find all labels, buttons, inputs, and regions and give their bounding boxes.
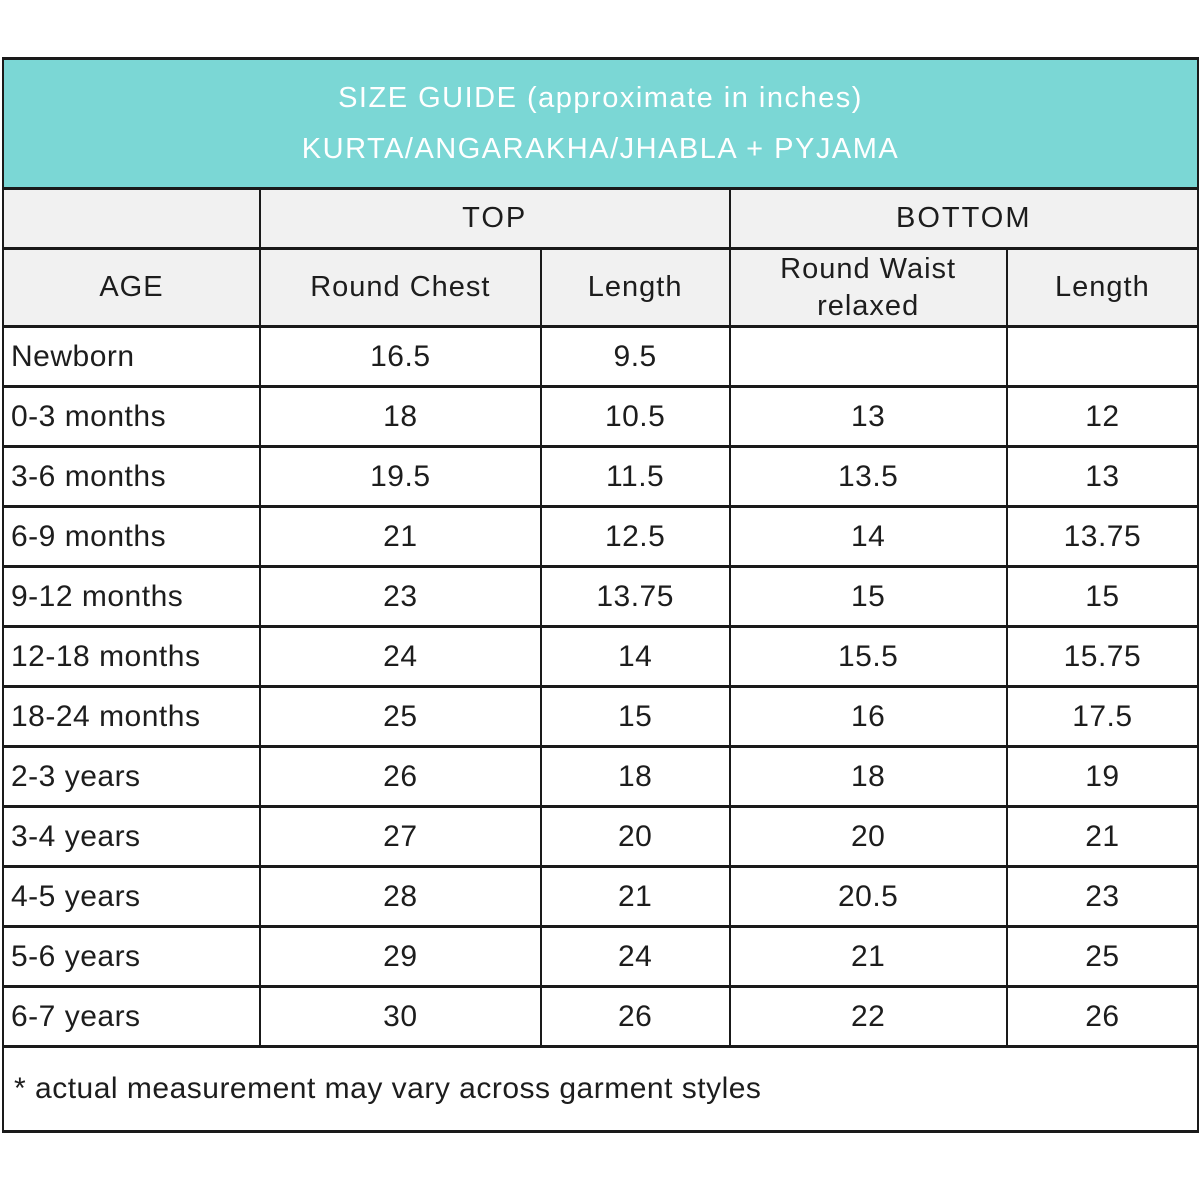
- value-cell: [1005, 325, 1200, 388]
- value-cell: 16.5: [258, 325, 542, 388]
- value-cell: 25: [1005, 925, 1200, 988]
- value-cell: 13: [1005, 445, 1200, 508]
- title-line-2: KURTA/ANGARAKHA/JHABLA + PYJAMA: [301, 132, 900, 165]
- value-cell: 18: [539, 745, 731, 808]
- age-cell: 5-6 years: [2, 925, 261, 988]
- value-cell: 18: [258, 385, 542, 448]
- title-line-1: SIZE GUIDE (approximate in inches): [338, 81, 863, 114]
- table-body: Newborn 16.5 9.5 0-3 months 18 10.5 13 12 3-6 mo…: [2, 325, 1200, 1048]
- age-cell: 18-24 months: [2, 685, 261, 748]
- value-cell: 26: [1005, 985, 1200, 1048]
- value-cell: 12: [1005, 385, 1200, 448]
- value-cell: 13: [728, 385, 1008, 448]
- value-cell: 13.75: [539, 565, 731, 628]
- value-cell: 21: [258, 505, 542, 568]
- value-cell: 20.5: [728, 865, 1008, 928]
- table-row: Newborn 16.5 9.5: [2, 325, 1200, 388]
- value-cell: 13.75: [1005, 505, 1200, 568]
- value-cell: 15: [1005, 565, 1200, 628]
- value-cell: 24: [539, 925, 731, 988]
- table-title: SIZE GUIDE (approximate in inches) KURTA…: [2, 57, 1199, 190]
- age-cell: 4-5 years: [2, 865, 261, 928]
- age-cell: Newborn: [2, 325, 261, 388]
- value-cell: 26: [539, 985, 731, 1048]
- table-row: 3-6 months 19.5 11.5 13.5 13: [2, 445, 1200, 508]
- value-cell: 23: [1005, 865, 1200, 928]
- value-cell: 25: [258, 685, 542, 748]
- age-cell: 2-3 years: [2, 745, 261, 808]
- value-cell: 11.5: [539, 445, 731, 508]
- footnote-row: * actual measurement may vary across gar…: [2, 1045, 1199, 1133]
- table-row: 18-24 months 25 15 16 17.5: [2, 685, 1200, 748]
- table-footer: * actual measurement may vary across gar…: [2, 1045, 1199, 1133]
- column-header-row: AGE Round Chest Length Round Waist relax…: [2, 247, 1200, 328]
- table-row: 2-3 years 26 18 18 19: [2, 745, 1200, 808]
- group-header-row: TOP BOTTOM: [2, 187, 1200, 250]
- title-row: SIZE GUIDE (approximate in inches) KURTA…: [2, 57, 1199, 190]
- age-cell: 3-6 months: [2, 445, 261, 508]
- age-cell: 9-12 months: [2, 565, 261, 628]
- column-header-round-waist: Round Waist relaxed: [728, 247, 1008, 328]
- value-cell: 18: [728, 745, 1008, 808]
- group-header-empty: [2, 187, 261, 250]
- size-guide-table: SIZE GUIDE (approximate in inches) KURTA…: [2, 57, 1200, 1133]
- value-cell: 19.5: [258, 445, 542, 508]
- value-cell: 24: [258, 625, 542, 688]
- table-header: SIZE GUIDE (approximate in inches) KURTA…: [2, 57, 1200, 328]
- value-cell: [728, 325, 1008, 388]
- value-cell: 9.5: [539, 325, 731, 388]
- value-cell: 15.75: [1005, 625, 1200, 688]
- value-cell: 21: [1005, 805, 1200, 868]
- column-header-round-chest: Round Chest: [258, 247, 542, 328]
- table-row: 3-4 years 27 20 20 21: [2, 805, 1200, 868]
- value-cell: 12.5: [539, 505, 731, 568]
- table-row: 4-5 years 28 21 20.5 23: [2, 865, 1200, 928]
- value-cell: 22: [728, 985, 1008, 1048]
- table-row: 9-12 months 23 13.75 15 15: [2, 565, 1200, 628]
- value-cell: 26: [258, 745, 542, 808]
- column-header-top-length: Length: [539, 247, 731, 328]
- value-cell: 13.5: [728, 445, 1008, 508]
- age-cell: 0-3 months: [2, 385, 261, 448]
- value-cell: 28: [258, 865, 542, 928]
- age-cell: 3-4 years: [2, 805, 261, 868]
- table-row: 6-9 months 21 12.5 14 13.75: [2, 505, 1200, 568]
- table-row: 12-18 months 24 14 15.5 15.75: [2, 625, 1200, 688]
- value-cell: 15.5: [728, 625, 1008, 688]
- value-cell: 14: [728, 505, 1008, 568]
- value-cell: 29: [258, 925, 542, 988]
- value-cell: 30: [258, 985, 542, 1048]
- group-header-top: TOP: [258, 187, 731, 250]
- age-cell: 6-9 months: [2, 505, 261, 568]
- value-cell: 16: [728, 685, 1008, 748]
- value-cell: 23: [258, 565, 542, 628]
- value-cell: 14: [539, 625, 731, 688]
- age-cell: 12-18 months: [2, 625, 261, 688]
- table-row: 6-7 years 30 26 22 26: [2, 985, 1200, 1048]
- value-cell: 20: [539, 805, 731, 868]
- column-header-bottom-length: Length: [1005, 247, 1200, 328]
- value-cell: 15: [728, 565, 1008, 628]
- table-row: 5-6 years 29 24 21 25: [2, 925, 1200, 988]
- value-cell: 15: [539, 685, 731, 748]
- value-cell: 19: [1005, 745, 1200, 808]
- age-cell: 6-7 years: [2, 985, 261, 1048]
- value-cell: 17.5: [1005, 685, 1200, 748]
- column-header-age: AGE: [2, 247, 261, 328]
- footnote: * actual measurement may vary across gar…: [2, 1045, 1199, 1133]
- value-cell: 21: [539, 865, 731, 928]
- group-header-bottom: BOTTOM: [728, 187, 1200, 250]
- value-cell: 10.5: [539, 385, 731, 448]
- value-cell: 20: [728, 805, 1008, 868]
- table-row: 0-3 months 18 10.5 13 12: [2, 385, 1200, 448]
- value-cell: 21: [728, 925, 1008, 988]
- value-cell: 27: [258, 805, 542, 868]
